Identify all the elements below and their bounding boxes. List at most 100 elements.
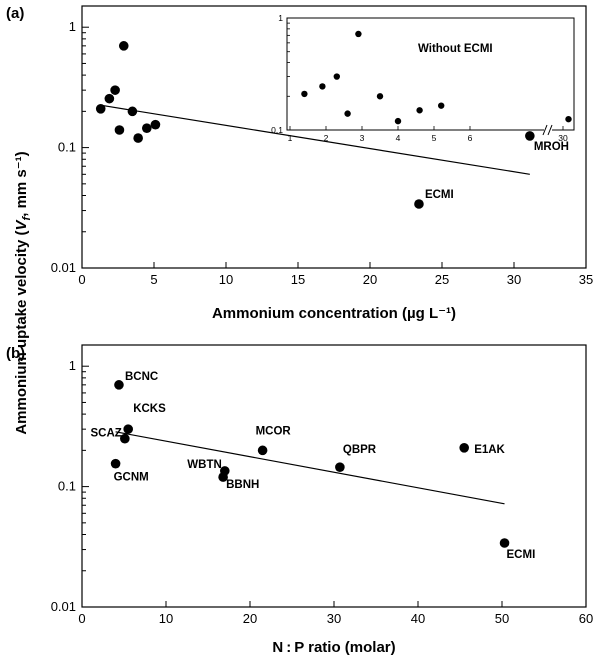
panel-b: (b) 0.01 0.1 1 0 10 20 30 40 50 60 BCNC KCKS SCAZ G… [6, 344, 593, 656]
inset-x-tick-label: 4 [396, 133, 401, 143]
y-tick-label: 0.1 [58, 140, 76, 155]
y-tick-label: 0.01 [51, 599, 76, 614]
y-tick-label: 0.1 [58, 479, 76, 494]
x-tick-label: 10 [159, 611, 173, 626]
y-tick-label: 0.01 [51, 260, 76, 275]
point-label-mcor: MCOR [256, 425, 292, 437]
panel-b-x-ticks: 0 10 20 30 40 50 60 [78, 601, 593, 626]
panel-a-x-axis-label: Ammonium concentration (µg L⁻¹) [212, 305, 456, 322]
inset-title: Without ECMI [418, 43, 493, 55]
data-point [104, 93, 115, 104]
data-point [133, 133, 143, 143]
point-label-e1ak: E1AK [474, 444, 505, 456]
inset-x-tick-label: 30 [558, 133, 568, 143]
y-axis-label: Ammonium uptake velocity (Vf, mm s⁻¹) [13, 151, 33, 434]
x-tick-label: 30 [507, 272, 521, 287]
data-point-scaz [120, 433, 130, 444]
data-point [142, 123, 152, 133]
panel-b-trendline [115, 431, 505, 505]
data-point [110, 85, 120, 95]
inset-data-point [376, 93, 384, 100]
y-tick-label: 1 [69, 19, 76, 34]
x-tick-label: 25 [435, 272, 449, 287]
data-point [95, 104, 106, 114]
data-point-qbpr [335, 462, 345, 472]
data-point-bbnh [218, 472, 228, 482]
x-tick-label: 15 [291, 272, 305, 287]
inset-y-tick-label: 1 [278, 13, 283, 23]
inset-x-tick-label: 1 [288, 133, 293, 143]
inset-y-ticks: 0.11 [271, 13, 292, 135]
data-point [114, 125, 125, 135]
x-tick-label: 60 [579, 611, 593, 626]
inset-data-point [565, 115, 572, 123]
panel-a-points: ECMI MROH [95, 41, 569, 209]
panel-b-label: (b) [6, 345, 25, 362]
panel-a-x-ticks: 0 5 10 15 20 25 30 35 [78, 262, 593, 287]
inset-x-ticks: 1 2 3 4 5 6 30 [288, 126, 568, 143]
data-point-ecmi [414, 199, 424, 209]
panel-a-label: (a) [6, 5, 24, 22]
inset-data-point [301, 90, 308, 98]
inset-axis-break [542, 124, 553, 136]
inset-plot: Without ECMI 0.11 1 2 3 4 5 6 30 [271, 13, 575, 143]
inset-x-tick-label: 6 [468, 133, 473, 143]
point-label-scaz: SCAZ [91, 428, 122, 440]
point-label-bcnc: BCNC [125, 371, 158, 383]
x-tick-label: 20 [243, 611, 257, 626]
inset-points [301, 30, 572, 125]
data-point-e1ak [459, 443, 470, 453]
x-tick-label: 0 [78, 272, 85, 287]
data-point-bcnc [114, 380, 124, 390]
panel-a-trendline [100, 104, 530, 175]
panel-a-frame [81, 5, 587, 269]
inset-x-tick-label: 2 [324, 133, 329, 143]
data-point-mcor [257, 445, 268, 456]
x-tick-label: 20 [363, 272, 377, 287]
x-tick-label: 40 [411, 611, 425, 626]
point-label-mroh: MROH [534, 141, 569, 153]
x-tick-label: 10 [219, 272, 233, 287]
inset-x-tick-label: 3 [360, 133, 365, 143]
panel-a-y-ticks: 0.01 0.1 1 [51, 19, 89, 275]
inset-data-point [344, 110, 351, 117]
y-axis-label-rest: , mm s⁻¹) [13, 151, 30, 216]
point-label-wbtn: WBTN [187, 459, 222, 471]
inset-data-point [416, 107, 423, 114]
inset-y-tick-label: 0.1 [271, 125, 283, 135]
y-axis-label-v: V [13, 218, 30, 230]
panel-b-frame [81, 344, 587, 608]
panel-b-points: BCNC KCKS SCAZ GCNM WBTN BBNH MCOR QBPR E1AK ECMI [91, 371, 536, 561]
data-point-mroh [525, 131, 535, 141]
point-label-bbnh: BBNH [226, 479, 259, 491]
data-point-ecmi [499, 538, 510, 548]
data-point [127, 106, 138, 117]
panel-b-y-ticks: 0.01 0.1 1 [51, 358, 89, 614]
y-axis-label-subscript: f [21, 215, 33, 220]
data-point [150, 119, 161, 130]
inset-frame [286, 17, 575, 131]
point-label-qbpr: QBPR [343, 444, 377, 456]
inset-data-point [319, 83, 326, 90]
inset-x-tick-label: 5 [432, 133, 437, 143]
inset-data-point [355, 30, 362, 38]
data-point [118, 41, 129, 51]
inset-data-point [333, 73, 340, 80]
inset-data-point [438, 102, 445, 109]
x-tick-label: 35 [579, 272, 593, 287]
y-tick-label: 1 [69, 358, 76, 373]
x-tick-label: 30 [327, 611, 341, 626]
x-tick-label: 0 [78, 611, 85, 626]
point-label-kcks: KCKS [133, 403, 166, 415]
inset-data-point [394, 117, 402, 125]
point-label-gcnm: GCNM [114, 472, 149, 484]
panel-b-x-axis-label: N : P ratio (molar) [272, 639, 395, 656]
point-label-ecmi: ECMI [425, 189, 454, 201]
data-point-gcnm [110, 458, 121, 469]
x-tick-label: 5 [150, 272, 157, 287]
data-point-kcks [123, 424, 133, 434]
x-tick-label: 50 [495, 611, 509, 626]
point-label-ecmi: ECMI [507, 549, 536, 561]
